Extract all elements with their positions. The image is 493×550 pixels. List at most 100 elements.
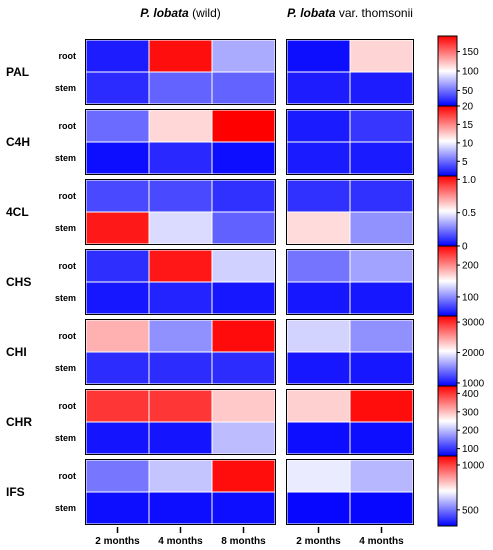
heatmap-cell <box>148 109 213 143</box>
colorbar-tick-label: 500 <box>462 505 479 516</box>
colorbar-tick-label: 2000 <box>462 348 485 359</box>
colorbar-tick-label: 0 <box>462 242 468 253</box>
gene-label: C4H <box>6 135 30 149</box>
heatmap-cell <box>286 421 351 455</box>
heatmap-cell <box>85 421 150 455</box>
colorbar-tick-label: 0.5 <box>462 208 476 219</box>
heatmap-cell <box>211 459 276 493</box>
heatmap-cell <box>85 319 150 353</box>
row-label: stem <box>55 293 76 303</box>
row-label: stem <box>55 363 76 373</box>
colorbar <box>437 455 458 527</box>
colorbar-tick-label: 300 <box>462 407 479 418</box>
heatmap-cell <box>286 109 351 143</box>
row-label: root <box>59 51 77 61</box>
heatmap-cell <box>211 179 276 213</box>
heatmap-cell <box>286 319 351 353</box>
heatmap-cell <box>286 141 351 175</box>
row-label: stem <box>55 503 76 513</box>
heatmap-frame <box>286 389 414 455</box>
heatmap-cell <box>349 39 414 73</box>
heatmap-cell <box>148 281 213 315</box>
heatmap-cell <box>286 389 351 423</box>
heatmap-frame <box>85 249 276 315</box>
heatmap-cell <box>148 421 213 455</box>
heatmap-cell <box>286 491 351 525</box>
heatmap-frame <box>286 249 414 315</box>
heatmap-cell <box>211 351 276 385</box>
gene-label: 4CL <box>6 205 29 219</box>
colorbar <box>437 175 458 247</box>
heatmap-frame <box>286 319 414 385</box>
colorbar-tick-label: 200 <box>462 261 479 272</box>
panel-title: P. lobata var. thomsonii <box>287 6 413 20</box>
heatmap-cell <box>349 211 414 245</box>
x-tick-label: 4 months <box>158 536 203 547</box>
panel-title-rest: var. thomsonii <box>336 6 413 20</box>
heatmap-cell <box>211 211 276 245</box>
colorbar-tick-label: 5 <box>462 157 468 168</box>
heatmap-cell <box>286 179 351 213</box>
gene-label: PAL <box>6 65 29 79</box>
colorbar <box>437 105 458 177</box>
panel-title-italic: P. lobata <box>287 6 336 20</box>
heatmap-cell <box>85 491 150 525</box>
heatmap-cell <box>85 179 150 213</box>
row-label: root <box>59 121 77 131</box>
heatmap-cell <box>85 389 150 423</box>
row-label: root <box>59 471 77 481</box>
heatmap-cell <box>349 281 414 315</box>
colorbar <box>437 385 458 457</box>
row-label: stem <box>55 83 76 93</box>
heatmap-cell <box>286 71 351 105</box>
panel-title-rest: (wild) <box>189 6 221 20</box>
heatmap-frame <box>85 319 276 385</box>
colorbar-tick-label: 100 <box>462 67 479 78</box>
heatmap-cell <box>349 351 414 385</box>
heatmap-cell <box>349 459 414 493</box>
x-tick-label: 8 months <box>221 536 266 547</box>
row-label: root <box>59 261 77 271</box>
colorbar-tick-label: 100 <box>462 444 479 455</box>
colorbar-tick-label: 15 <box>462 120 474 131</box>
heatmap-cell <box>85 351 150 385</box>
row-label: root <box>59 331 77 341</box>
heatmap-cell <box>286 39 351 73</box>
heatmap-cell <box>85 281 150 315</box>
heatmap-cell <box>148 211 213 245</box>
panel-title-italic: P. lobata <box>140 6 189 20</box>
heatmap-cell <box>286 211 351 245</box>
heatmap-cell <box>211 249 276 283</box>
heatmap-cell <box>148 319 213 353</box>
heatmap-cell <box>148 249 213 283</box>
heatmap-cell <box>85 249 150 283</box>
colorbar-tick-label: 10 <box>462 138 474 149</box>
colorbar-tick-label: 20 <box>462 102 474 113</box>
heatmap-cell <box>349 109 414 143</box>
colorbar-tick-label: 100 <box>462 292 479 303</box>
heatmap-cell <box>349 421 414 455</box>
heatmap-frame <box>85 459 276 525</box>
heatmap-cell <box>85 109 150 143</box>
heatmap-cell <box>148 491 213 525</box>
panel-title: P. lobata (wild) <box>140 6 220 20</box>
heatmap-cell <box>211 421 276 455</box>
row-label: root <box>59 401 77 411</box>
heatmap-cell <box>349 141 414 175</box>
colorbar-tick-label: 1.0 <box>462 175 476 186</box>
heatmap-frame <box>85 179 276 245</box>
heatmap-cell <box>349 491 414 525</box>
heatmap-frame <box>286 459 414 525</box>
colorbar-tick-label: 150 <box>462 47 479 58</box>
colorbar-tick-label: 50 <box>462 86 474 97</box>
heatmap-cell <box>349 319 414 353</box>
heatmap-cell <box>211 109 276 143</box>
gene-label: CHS <box>6 275 31 289</box>
colorbar-tick-label: 200 <box>462 426 479 437</box>
colorbar-tick-label: 1000 <box>462 378 485 389</box>
heatmap-cell <box>349 249 414 283</box>
heatmap-cell <box>148 71 213 105</box>
heatmap-cell <box>85 39 150 73</box>
heatmap-frame <box>85 109 276 175</box>
